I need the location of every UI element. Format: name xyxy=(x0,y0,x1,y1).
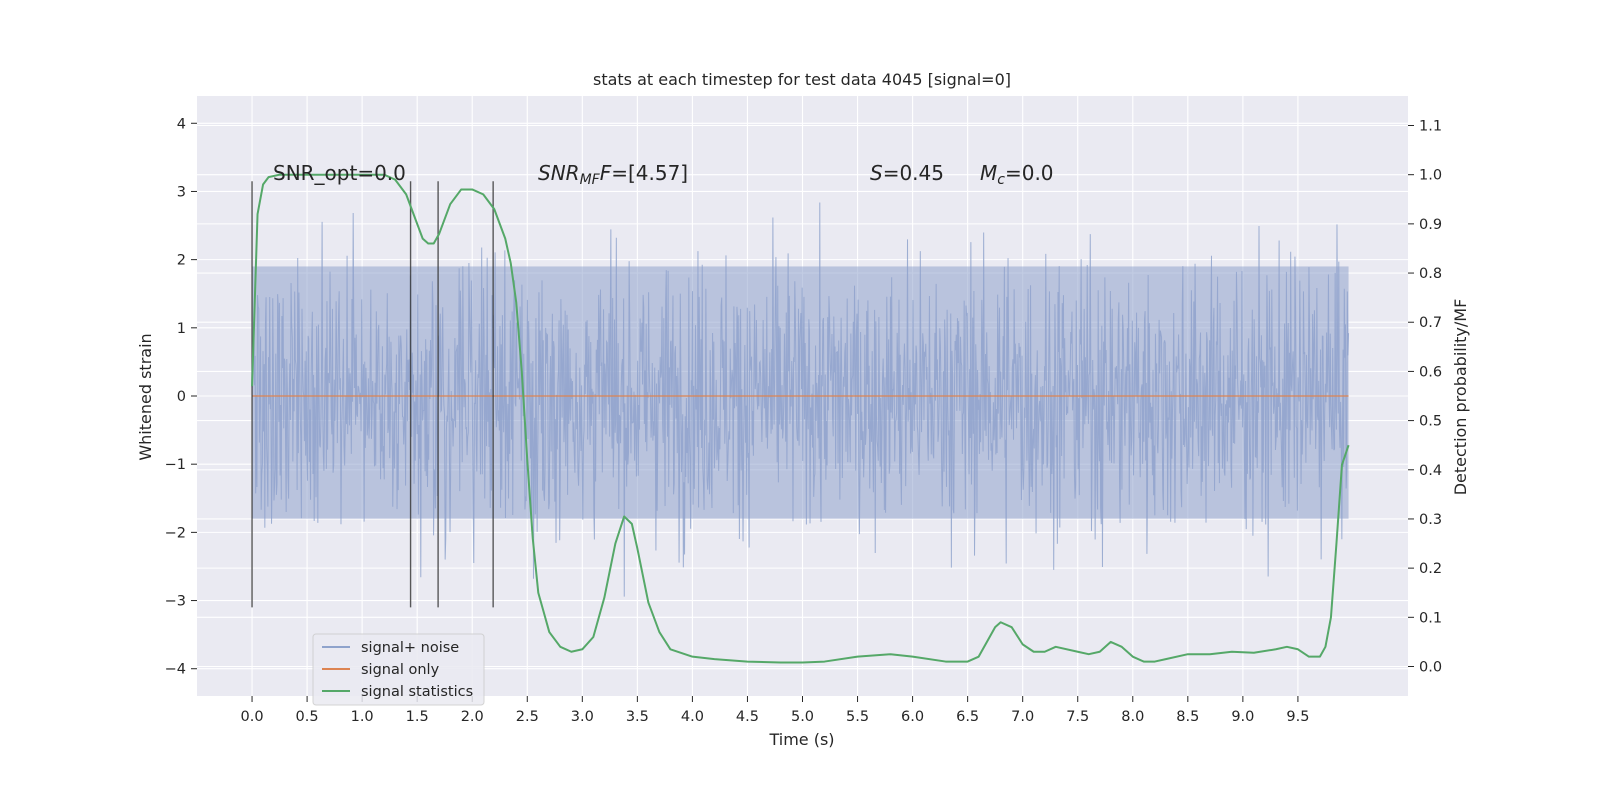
annotation-s: S=0.45 xyxy=(870,161,944,185)
y-tick-label: 0 xyxy=(177,389,186,405)
x-tick-label: 1.5 xyxy=(406,709,429,725)
y2-axis-label: Detection probability/MF xyxy=(1451,299,1470,496)
x-tick-label: 3.5 xyxy=(626,709,649,725)
annotation-snr-opt: SNR_opt=0.0 xyxy=(273,161,406,185)
y2-tick-label: 0.5 xyxy=(1419,414,1442,430)
y-tick-label: −3 xyxy=(165,594,186,610)
legend: signal+ noise signal only signal statist… xyxy=(312,633,485,706)
x-tick-label: 4.5 xyxy=(736,709,759,725)
signal-statistics-line xyxy=(251,173,1350,664)
y2-tick-label: 1.0 xyxy=(1419,168,1442,184)
y2-axis-ticks: 1.1 1.0 0.9 0.8 0.7 0.6 0.5 0.4 0.3 0.2 0.1 0.0 xyxy=(1408,119,1442,675)
x-axis-label: Time (s) xyxy=(768,730,834,749)
x-axis-ticks: 0.0 0.5 1.0 1.5 2.0 2.5 3.0 3.5 4.0 4.5 5.0 5.5 6.0 6… xyxy=(241,696,1309,725)
x-tick-label: 8.0 xyxy=(1121,709,1144,725)
x-tick-label: 0.0 xyxy=(241,709,264,725)
annotation-mc-main: M xyxy=(980,161,997,185)
legend-label-signal-statistics: signal statistics xyxy=(361,684,473,700)
x-tick-label: 0.5 xyxy=(296,709,319,725)
x-tick-label: 9.0 xyxy=(1231,709,1254,725)
annotation-snr-mf-f: F xyxy=(600,161,612,185)
annotation-snr-mf-value: =[4.57] xyxy=(611,161,688,185)
annotation-s-symbol: S xyxy=(870,161,883,185)
x-tick-label: 8.5 xyxy=(1176,709,1199,725)
annotation-mc-sub: c xyxy=(997,172,1005,188)
y2-tick-label: 0.6 xyxy=(1419,364,1442,380)
y-axis-label: Whitened strain xyxy=(136,333,155,460)
x-tick-label: 1.0 xyxy=(351,709,374,725)
annotation-snr-mf: SNRMFF=[4.57] xyxy=(538,161,688,188)
x-tick-label: 4.0 xyxy=(681,709,704,725)
x-tick-label: 7.0 xyxy=(1011,709,1034,725)
x-tick-label: 5.0 xyxy=(791,709,814,725)
legend-label-signal-only: signal only xyxy=(361,662,440,678)
x-tick-label: 2.5 xyxy=(516,709,539,725)
y2-tick-label: 1.1 xyxy=(1419,119,1442,135)
y2-tick-label: 0.3 xyxy=(1419,512,1442,528)
y2-tick-label: 0.0 xyxy=(1419,659,1442,675)
annotation-snr-mf-main: SNR xyxy=(538,161,580,185)
legend-box xyxy=(312,633,485,706)
x-tick-label: 9.5 xyxy=(1286,709,1309,725)
x-tick-label: 6.0 xyxy=(901,709,924,725)
annotation-s-value: =0.45 xyxy=(883,161,944,185)
y-tick-label: −2 xyxy=(165,525,186,541)
y2-tick-label: 0.1 xyxy=(1419,610,1442,626)
x-tick-label: 6.5 xyxy=(956,709,979,725)
y2-tick-label: 0.4 xyxy=(1419,463,1442,479)
x-tick-label: 3.0 xyxy=(571,709,594,725)
vertical-markers xyxy=(251,181,494,608)
y2-tick-label: 0.2 xyxy=(1419,561,1442,577)
y2-tick-label: 0.7 xyxy=(1419,315,1442,331)
y-tick-label: 3 xyxy=(177,184,186,200)
y-tick-label: −1 xyxy=(165,457,186,473)
x-tick-label: 7.5 xyxy=(1066,709,1089,725)
y-axis-ticks: 4 3 2 1 0 −1 −2 −3 −4 xyxy=(165,116,197,678)
y-tick-label: 4 xyxy=(177,116,186,132)
y2-tick-label: 0.8 xyxy=(1419,266,1442,282)
annotation-mc: Mc=0.0 xyxy=(980,161,1054,188)
y-tick-label: 1 xyxy=(177,321,186,337)
series-signal-statistics xyxy=(251,173,1350,664)
annotation-mc-value: =0.0 xyxy=(1005,161,1054,185)
signal-plus-noise-band xyxy=(252,266,1349,519)
series-signal-plus-noise xyxy=(251,202,1350,597)
y-tick-label: 2 xyxy=(177,253,186,269)
chart-title: stats at each timestep for test data 404… xyxy=(593,70,1011,89)
annotation-snr-mf-sub: MF xyxy=(580,172,601,188)
x-tick-label: 2.0 xyxy=(461,709,484,725)
x-tick-label: 5.5 xyxy=(846,709,869,725)
y2-tick-label: 0.9 xyxy=(1419,217,1442,233)
legend-label-signal-plus-noise: signal+ noise xyxy=(361,640,459,656)
y-tick-label: −4 xyxy=(165,662,186,678)
